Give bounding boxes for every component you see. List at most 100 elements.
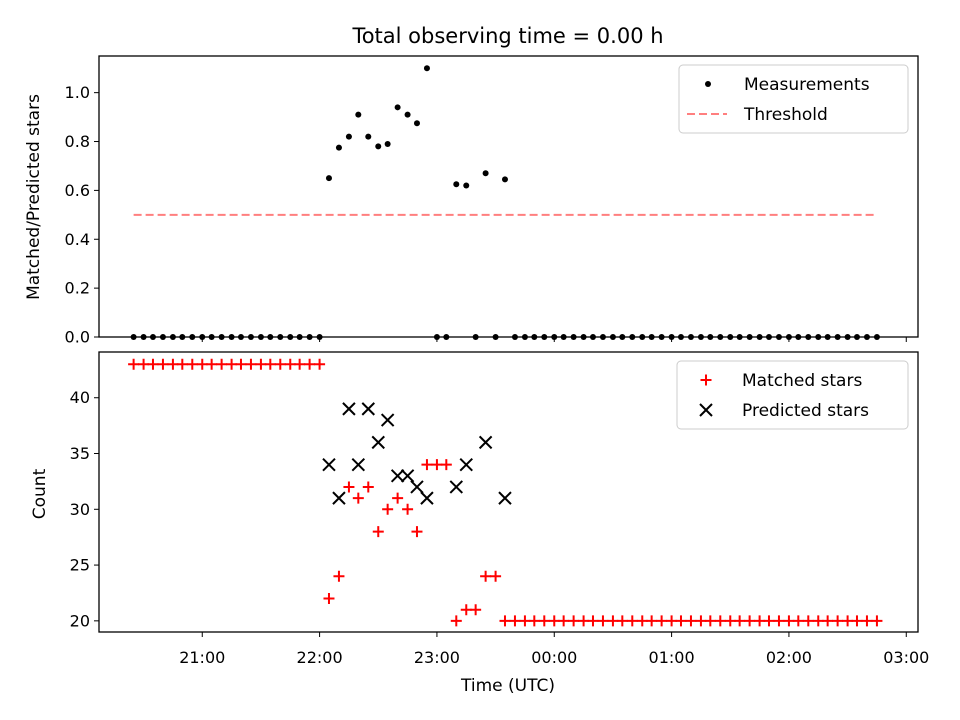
matched-star-point: [754, 615, 766, 627]
measurement-point: [375, 143, 382, 150]
matched-star-point: [343, 481, 355, 493]
legend-box: [678, 64, 909, 134]
matched-star-point: [186, 358, 198, 370]
matched-star-point: [304, 358, 316, 370]
matched-star-point: [235, 358, 247, 370]
matched-star-point: [421, 459, 433, 471]
matched-star-point: [724, 615, 736, 627]
matched-star-point: [323, 593, 335, 605]
bottom-y-tick-label: 40: [70, 388, 90, 407]
matched-star-point: [196, 358, 208, 370]
matched-star-point: [597, 615, 609, 627]
matched-star-point: [734, 615, 746, 627]
matched-star-point: [392, 492, 404, 504]
matched-star-point: [372, 526, 384, 538]
top-y-tick-label: 0.8: [65, 132, 90, 151]
predicted-star-point: [342, 402, 356, 416]
legend-measurement-swatch: [705, 81, 711, 87]
matched-star-point: [147, 358, 159, 370]
top-y-axis-label: Matched/Predicted stars: [24, 94, 44, 300]
matched-star-point: [294, 358, 306, 370]
x-tick-label: 21:00: [179, 648, 225, 667]
bottom-y-tick-label: 30: [70, 500, 90, 519]
matched-star-point: [616, 615, 628, 627]
bottom-y-axis-label: Count: [30, 468, 50, 519]
matched-stars-series: [128, 358, 883, 627]
top-y-tick-label: 0.6: [65, 181, 90, 200]
top-y-tick-label: 0.2: [65, 279, 90, 298]
measurement-point: [394, 104, 401, 111]
bottom-legend: Matched stars Predicted stars: [676, 360, 909, 430]
matched-star-point: [362, 481, 374, 493]
matched-star-point: [695, 615, 707, 627]
measurement-point: [384, 140, 391, 147]
matched-star-point: [206, 358, 218, 370]
matched-star-point: [431, 459, 443, 471]
matched-star-point: [842, 615, 854, 627]
predicted-star-point: [459, 457, 473, 472]
top-panel: 0.0 0.2 0.4 0.6 0.8 1.0 Measurements Threshold: [65, 55, 919, 347]
matched-star-point: [626, 615, 638, 627]
matched-star-point: [832, 615, 844, 627]
matched-star-point: [783, 615, 795, 627]
matched-star-point: [861, 615, 873, 627]
legend-label: Measurements: [744, 75, 870, 95]
predicted-star-point: [380, 413, 395, 427]
matched-star-point: [578, 615, 590, 627]
matched-star-point: [744, 615, 756, 627]
matched-star-point: [773, 615, 785, 627]
x-tick-label: 22:00: [297, 648, 343, 667]
x-tick-label: 03:00: [883, 648, 929, 667]
matched-star-point: [685, 615, 697, 627]
matched-star-point: [607, 615, 619, 627]
bottom-axes-frame: [98, 351, 919, 633]
matched-star-point: [284, 358, 296, 370]
bottom-y-tick-label: 35: [70, 444, 90, 463]
predicted-star-point: [498, 491, 512, 505]
legend-label: Predicted stars: [742, 401, 869, 421]
predicted-star-point: [400, 469, 415, 483]
matched-star-point: [411, 526, 423, 538]
matched-star-point: [382, 503, 394, 515]
matched-star-point: [352, 492, 364, 504]
matched-star-point: [264, 358, 276, 370]
matched-star-point: [714, 615, 726, 627]
predicted-star-point: [371, 435, 385, 450]
matched-star-point: [636, 615, 648, 627]
predicted-star-point: [478, 435, 493, 450]
legend-matched-swatch: [700, 374, 712, 386]
legend-label: Threshold: [743, 105, 828, 125]
matched-star-point: [528, 615, 540, 627]
predicted-stars-series: [322, 402, 512, 505]
matched-star-point: [138, 358, 150, 370]
predicted-star-point: [332, 491, 346, 505]
matched-star-point: [822, 615, 834, 627]
matched-star-point: [499, 615, 511, 627]
measurement-point: [355, 111, 362, 118]
bottom-panel: 20 25 30 35 40 21:00 22:00 23:00 00:00 01:00 02:00…: [70, 351, 929, 667]
measurement-point: [482, 170, 489, 177]
legend-label: Matched stars: [742, 371, 862, 391]
matched-star-point: [509, 615, 521, 627]
top-y-tick-label: 0.4: [65, 230, 90, 249]
x-tick-label: 01:00: [649, 648, 695, 667]
matched-star-point: [548, 615, 560, 627]
matched-star-point: [402, 503, 414, 515]
x-tick-label: 23:00: [414, 648, 460, 667]
bottom-y-tick-label: 25: [70, 556, 90, 575]
measurement-point: [453, 181, 460, 188]
matched-star-point: [216, 358, 228, 370]
matched-star-point: [314, 358, 326, 370]
matched-star-point: [440, 459, 452, 471]
measurement-point: [365, 133, 372, 140]
matched-star-point: [157, 358, 169, 370]
predicted-star-point: [390, 469, 405, 483]
x-tick-label: 00:00: [531, 648, 577, 667]
predicted-star-point: [449, 480, 463, 494]
matched-star-point: [587, 615, 599, 627]
measurement-point: [335, 144, 342, 151]
matched-star-point: [666, 615, 678, 627]
measurement-point: [501, 176, 508, 183]
legend-predicted-swatch: [699, 403, 713, 417]
